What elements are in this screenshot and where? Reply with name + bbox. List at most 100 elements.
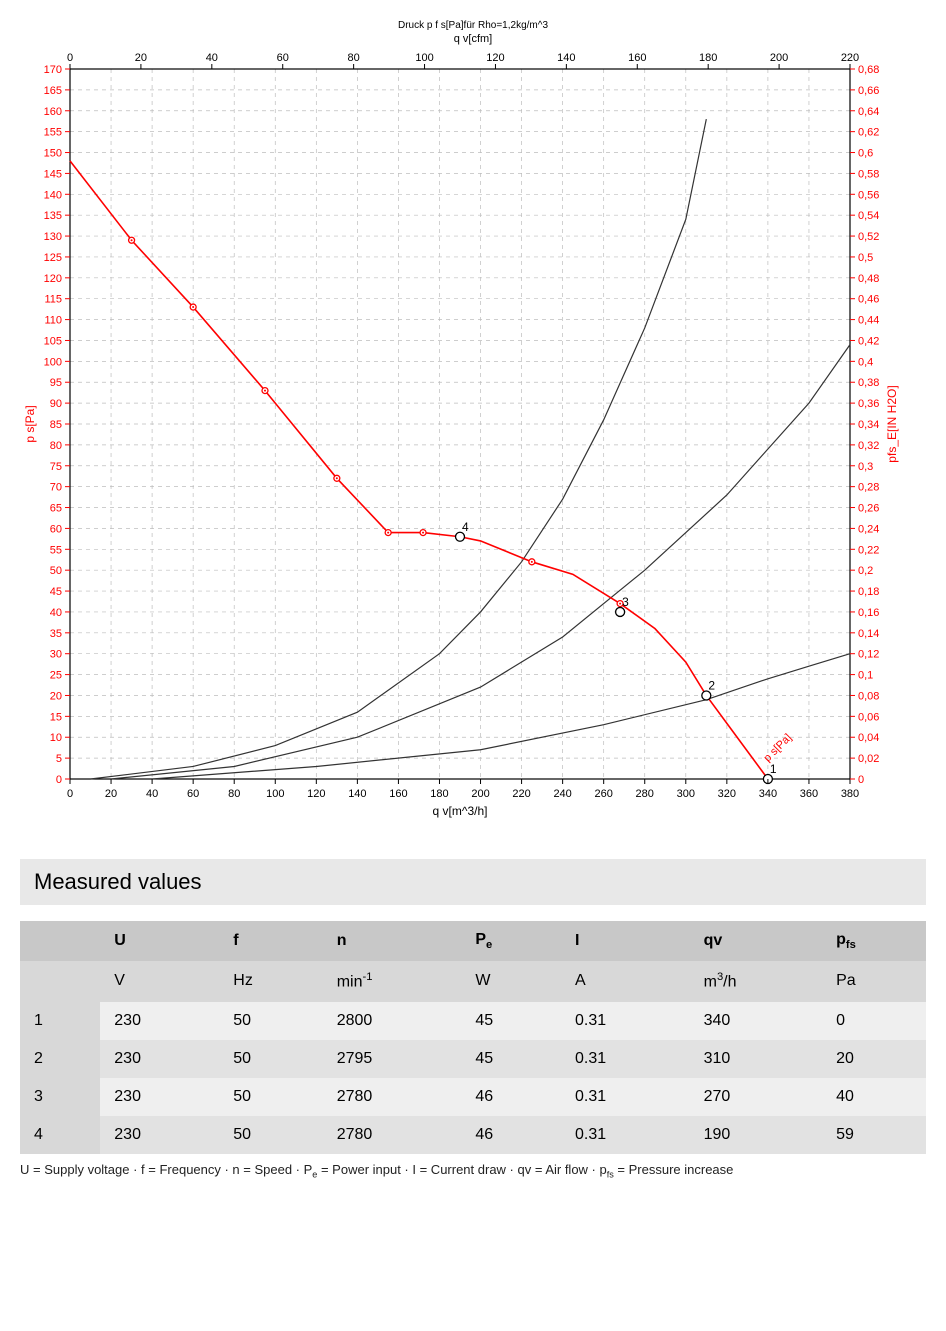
svg-text:0,58: 0,58 — [858, 168, 879, 180]
svg-text:1: 1 — [770, 762, 777, 776]
measured-values-table: UfnPeIqvpfs VHzmin-1WAm3/hPa 12305028004… — [20, 921, 926, 1154]
svg-text:4: 4 — [462, 520, 469, 534]
svg-text:360: 360 — [800, 788, 818, 800]
svg-text:100: 100 — [44, 356, 62, 368]
svg-text:0: 0 — [67, 52, 73, 64]
table-cell: 340 — [690, 1002, 822, 1040]
chart-title: Druck p f s[Pa]für Rho=1,2kg/m^3 — [20, 20, 926, 31]
svg-text:125: 125 — [44, 252, 62, 264]
svg-text:120: 120 — [486, 52, 504, 64]
table-cell: 50 — [219, 1078, 322, 1116]
svg-text:140: 140 — [44, 189, 62, 201]
svg-text:30: 30 — [50, 649, 62, 661]
table-header: pfs — [822, 921, 926, 961]
table-row: 3230502780460.3127040 — [20, 1078, 926, 1116]
svg-text:0,4: 0,4 — [858, 356, 873, 368]
table-cell: 230 — [100, 1116, 219, 1154]
svg-text:180: 180 — [430, 788, 448, 800]
svg-text:45: 45 — [50, 586, 62, 598]
table-cell: 230 — [100, 1002, 219, 1040]
table-cell: 3 — [20, 1078, 100, 1116]
svg-text:170: 170 — [44, 64, 62, 76]
svg-text:5: 5 — [56, 753, 62, 765]
svg-text:0: 0 — [56, 774, 62, 786]
svg-text:90: 90 — [50, 398, 62, 410]
svg-text:120: 120 — [44, 273, 62, 285]
table-cell: 310 — [690, 1040, 822, 1078]
svg-text:3: 3 — [622, 595, 629, 609]
table-cell: 2780 — [323, 1078, 462, 1116]
table-unit: W — [461, 961, 561, 1001]
svg-text:0,18: 0,18 — [858, 586, 879, 598]
table-header: f — [219, 921, 322, 961]
top-axis-label: q v[cfm] — [20, 33, 926, 45]
svg-text:0,36: 0,36 — [858, 398, 879, 410]
table-unit: A — [561, 961, 690, 1001]
table-cell: 2795 — [323, 1040, 462, 1078]
svg-text:65: 65 — [50, 503, 62, 515]
table-row: 4230502780460.3119059 — [20, 1116, 926, 1154]
svg-text:2: 2 — [708, 678, 715, 692]
svg-text:20: 20 — [50, 690, 62, 702]
svg-text:q v[m^3/h]: q v[m^3/h] — [433, 804, 488, 818]
table-cell: 2800 — [323, 1002, 462, 1040]
svg-text:60: 60 — [277, 52, 289, 64]
table-cell: 0.31 — [561, 1002, 690, 1040]
svg-text:80: 80 — [228, 788, 240, 800]
svg-text:0,3: 0,3 — [858, 461, 873, 473]
svg-text:0,46: 0,46 — [858, 294, 879, 306]
table-cell: 2 — [20, 1040, 100, 1078]
table-cell: 46 — [461, 1116, 561, 1154]
svg-text:p s[Pa]: p s[Pa] — [23, 405, 37, 442]
svg-text:0,34: 0,34 — [858, 419, 879, 431]
svg-text:180: 180 — [699, 52, 717, 64]
svg-text:0,38: 0,38 — [858, 377, 879, 389]
svg-text:0,32: 0,32 — [858, 440, 879, 452]
table-cell: 45 — [461, 1040, 561, 1078]
svg-text:40: 40 — [146, 788, 158, 800]
svg-text:0,08: 0,08 — [858, 690, 879, 702]
table-cell: 40 — [822, 1078, 926, 1116]
table-cell: 230 — [100, 1040, 219, 1078]
svg-text:0: 0 — [858, 774, 864, 786]
table-cell: 50 — [219, 1040, 322, 1078]
svg-text:0,6: 0,6 — [858, 148, 873, 160]
table-unit: V — [100, 961, 219, 1001]
table-cell: 45 — [461, 1002, 561, 1040]
svg-text:0,24: 0,24 — [858, 523, 879, 535]
svg-text:0,1: 0,1 — [858, 670, 873, 682]
svg-text:160: 160 — [389, 788, 407, 800]
table-cell: 270 — [690, 1078, 822, 1116]
svg-text:pfs_E[IN H2O]: pfs_E[IN H2O] — [885, 385, 899, 462]
svg-text:160: 160 — [44, 106, 62, 118]
table-cell: 46 — [461, 1078, 561, 1116]
svg-text:0,66: 0,66 — [858, 85, 879, 97]
svg-text:160: 160 — [628, 52, 646, 64]
svg-text:15: 15 — [50, 711, 62, 723]
table-cell: 59 — [822, 1116, 926, 1154]
svg-text:20: 20 — [105, 788, 117, 800]
svg-text:0,14: 0,14 — [858, 628, 879, 640]
svg-text:70: 70 — [50, 482, 62, 494]
table-header: U — [100, 921, 219, 961]
table-cell: 0.31 — [561, 1116, 690, 1154]
table-header: n — [323, 921, 462, 961]
svg-text:p s[Pa]: p s[Pa] — [762, 732, 795, 765]
table-cell: 0.31 — [561, 1040, 690, 1078]
table-cell: 190 — [690, 1116, 822, 1154]
svg-text:115: 115 — [44, 294, 62, 306]
svg-text:95: 95 — [50, 377, 62, 389]
svg-text:80: 80 — [50, 440, 62, 452]
table-cell: 230 — [100, 1078, 219, 1116]
table-unit: Pa — [822, 961, 926, 1001]
table-row: 2230502795450.3131020 — [20, 1040, 926, 1078]
svg-text:35: 35 — [50, 628, 62, 640]
svg-text:0,44: 0,44 — [858, 315, 879, 327]
svg-text:200: 200 — [770, 52, 788, 64]
svg-text:0,5: 0,5 — [858, 252, 873, 264]
svg-text:0,2: 0,2 — [858, 565, 873, 577]
svg-text:100: 100 — [415, 52, 433, 64]
table-unit: m3/h — [690, 961, 822, 1001]
svg-text:280: 280 — [636, 788, 654, 800]
svg-text:10: 10 — [50, 732, 62, 744]
